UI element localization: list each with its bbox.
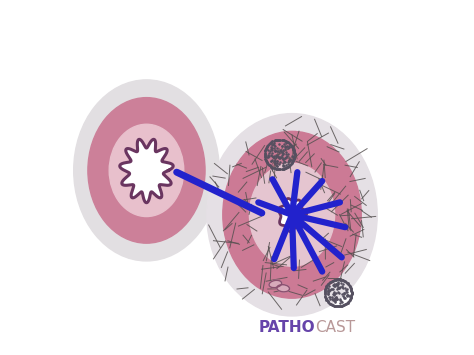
- Ellipse shape: [109, 124, 184, 217]
- Text: PATHO: PATHO: [258, 321, 315, 335]
- Ellipse shape: [223, 131, 361, 298]
- Polygon shape: [279, 198, 306, 232]
- Ellipse shape: [277, 285, 290, 292]
- Ellipse shape: [207, 114, 377, 316]
- Polygon shape: [120, 139, 173, 203]
- Text: CAST: CAST: [315, 321, 355, 335]
- Ellipse shape: [73, 80, 219, 261]
- Ellipse shape: [269, 280, 282, 288]
- Ellipse shape: [88, 98, 205, 243]
- Ellipse shape: [249, 163, 335, 266]
